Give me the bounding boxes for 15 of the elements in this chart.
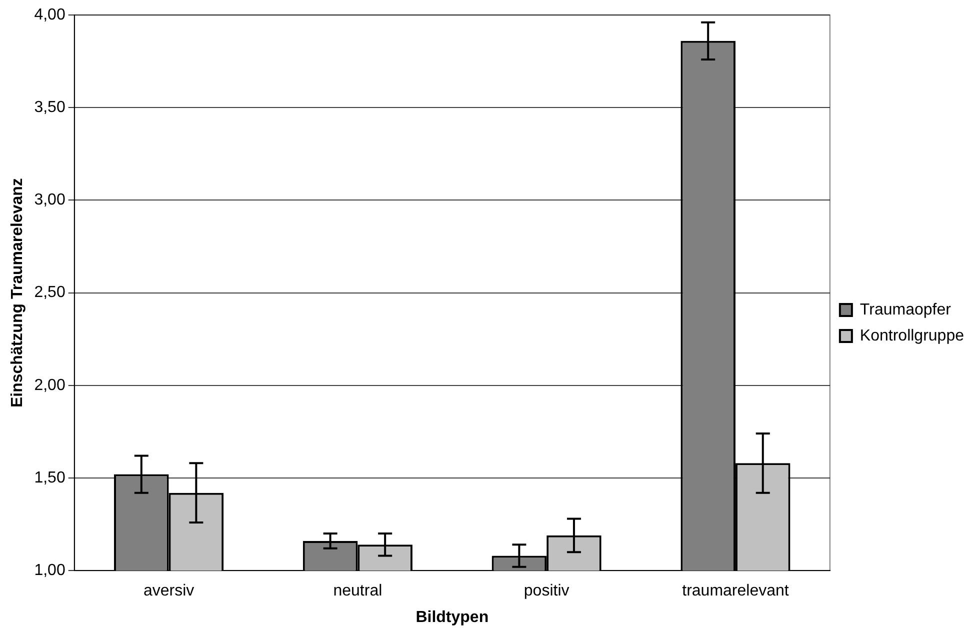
x-axis-title: Bildtypen [416, 608, 489, 626]
y-axis-title: Einschätzung Traumarelevanz [9, 178, 26, 408]
legend-label: Traumaopfer [860, 301, 952, 318]
y-tick-label: 3,50 [34, 99, 66, 116]
y-tick-label: 3,00 [34, 192, 66, 209]
y-tick-label: 4,00 [34, 6, 66, 24]
x-tick-label: neutral [333, 582, 382, 600]
y-tick-label: 2,50 [34, 284, 66, 302]
y-tick-label: 1,00 [34, 562, 66, 580]
y-tick-label: 2,00 [34, 376, 66, 394]
y-tick-label: 1,50 [34, 469, 66, 486]
x-tick-label: positiv [524, 582, 570, 600]
x-tick-label: traumarelevant [682, 582, 790, 600]
x-tick-label: aversiv [143, 582, 194, 600]
legend-label: Kontrollgruppe [860, 327, 964, 344]
